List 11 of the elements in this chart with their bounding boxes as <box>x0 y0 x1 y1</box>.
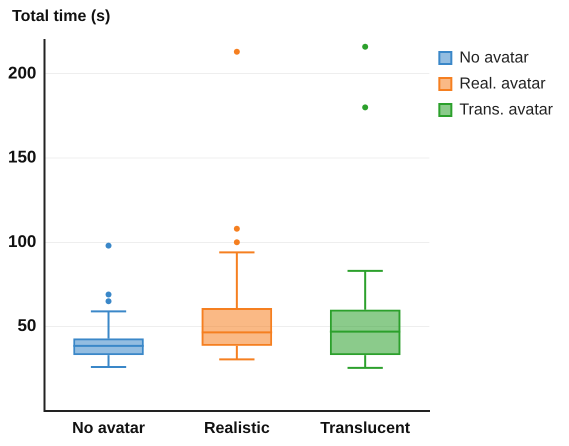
legend-label: Real. avatar <box>459 75 546 92</box>
y-tick-label: 150 <box>8 148 36 167</box>
legend-label: No avatar <box>459 49 530 66</box>
x-tick-label: Translucent <box>320 420 411 437</box>
legend-label: Trans. avatar <box>459 101 554 118</box>
y-tick-label: 100 <box>8 232 36 251</box>
y-axis-title: Total time (s) <box>12 8 110 26</box>
x-tick-label: No avatar <box>72 420 145 437</box>
y-tick-label: 200 <box>8 63 36 82</box>
y-tick-label: 50 <box>17 316 36 336</box>
x-tick-label: Realistic <box>204 420 270 437</box>
